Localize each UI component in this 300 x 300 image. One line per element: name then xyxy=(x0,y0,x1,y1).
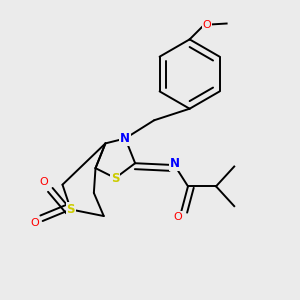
Text: O: O xyxy=(39,177,48,187)
Text: N: N xyxy=(120,132,130,145)
Text: O: O xyxy=(30,218,39,228)
Text: S: S xyxy=(111,172,120,184)
Text: N: N xyxy=(170,157,180,170)
Text: S: S xyxy=(67,203,75,216)
Text: O: O xyxy=(174,212,182,222)
Text: O: O xyxy=(203,20,212,29)
